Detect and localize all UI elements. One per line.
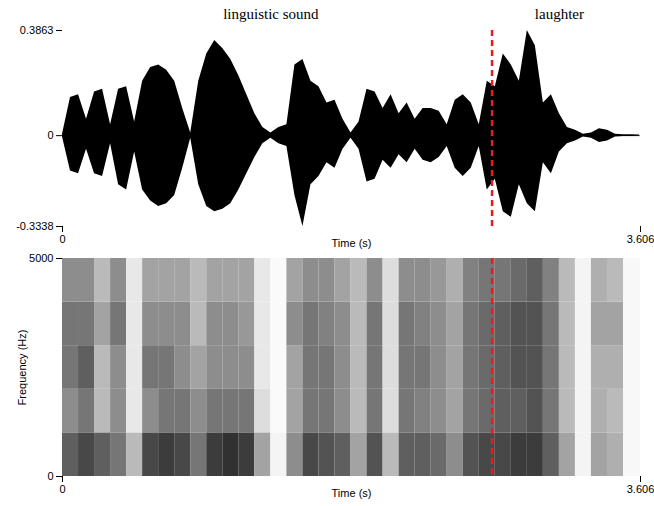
svg-text:Time (s): Time (s): [332, 487, 372, 499]
svg-text:-0.3338: -0.3338: [16, 220, 53, 232]
svg-text:3.606: 3.606: [627, 233, 654, 245]
svg-text:0: 0: [59, 483, 65, 495]
svg-text:laughter: laughter: [535, 6, 584, 22]
svg-text:0: 0: [59, 233, 65, 245]
svg-text:0: 0: [47, 470, 53, 482]
svg-text:0.3863: 0.3863: [20, 24, 54, 36]
svg-text:3.606: 3.606: [627, 483, 654, 495]
svg-text:5000: 5000: [29, 252, 53, 264]
svg-text:linguistic sound: linguistic sound: [223, 6, 319, 22]
svg-text:Time (s): Time (s): [332, 237, 372, 249]
svg-text:Frequency (Hz): Frequency (Hz): [16, 330, 28, 406]
svg-text:0: 0: [47, 129, 53, 141]
